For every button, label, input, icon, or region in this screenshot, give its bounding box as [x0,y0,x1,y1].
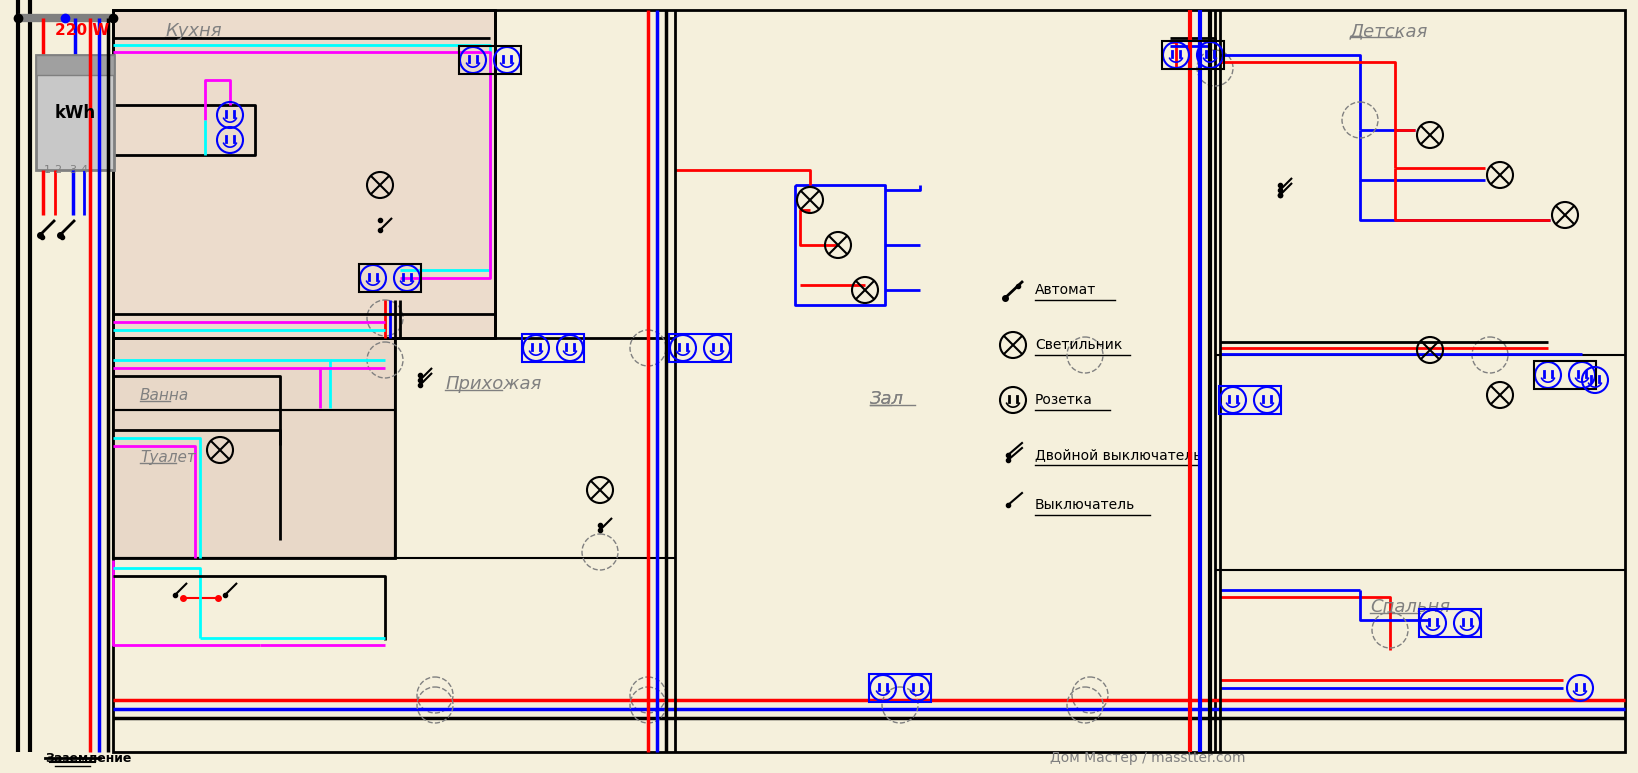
Text: Зал: Зал [870,390,904,408]
Text: Выключатель: Выключатель [1035,498,1135,512]
Text: Кухня: Кухня [165,22,221,40]
Text: 1: 1 [44,165,51,175]
Bar [36,55,115,75]
Bar [459,46,521,74]
Bar [113,410,395,558]
Text: Ванна: Ванна [139,388,190,403]
Text: Спальня: Спальня [1369,598,1450,616]
Text: Зал: Зал [870,390,904,408]
Text: Детская: Детская [1350,22,1428,40]
Text: Заземление: Заземление [44,752,131,765]
Text: Прихожая: Прихожая [446,375,542,393]
Bar [1535,361,1595,389]
Bar [113,338,395,558]
Text: 3: 3 [69,165,77,175]
Text: Дом Мастер / masstter.com: Дом Мастер / masstter.com [1050,751,1245,765]
Text: 220 W: 220 W [56,22,110,38]
Text: Автомат: Автомат [1035,283,1096,297]
Text: kWh: kWh [54,104,95,122]
Text: 2: 2 [54,165,62,175]
Text: Розетка: Розетка [1035,393,1093,407]
Text: Двойной выключатель: Двойной выключатель [1035,448,1201,462]
Bar [668,334,731,362]
Bar [36,55,115,170]
Bar [1161,41,1224,69]
Text: Светильник: Светильник [1035,338,1122,352]
Bar [359,264,421,292]
Bar [113,10,495,338]
Text: Туалет: Туалет [139,450,197,465]
Bar [523,334,585,362]
Bar [1419,609,1481,637]
Text: 4: 4 [80,165,87,175]
Bar [870,674,930,702]
Bar [1219,386,1281,414]
